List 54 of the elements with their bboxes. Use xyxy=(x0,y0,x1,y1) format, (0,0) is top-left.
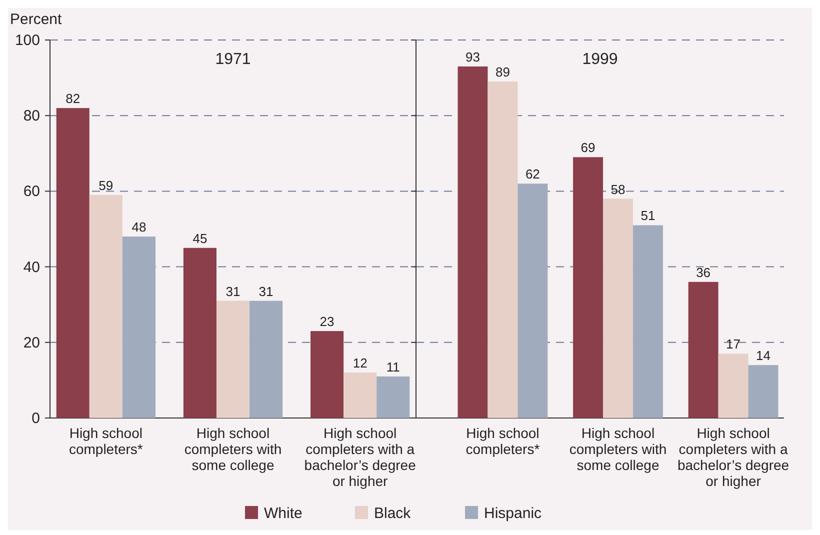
data-label: 23 xyxy=(320,314,334,330)
data-label: 14 xyxy=(756,348,770,364)
x-tick-label: High school completers* xyxy=(466,425,540,457)
x-tick-label: High school completers with some college xyxy=(569,425,667,473)
legend-label: Hispanic xyxy=(484,505,542,522)
bar xyxy=(376,376,410,418)
y-axis-title: Percent xyxy=(10,11,63,28)
y-tick-label: 60 xyxy=(23,183,40,200)
bar xyxy=(488,82,518,418)
bar xyxy=(122,236,156,418)
data-label: 69 xyxy=(580,140,596,156)
y-tick-label: 80 xyxy=(23,108,40,125)
y-tick-label: 40 xyxy=(23,258,40,276)
data-label: 82 xyxy=(66,91,80,106)
text: 1999 xyxy=(582,51,618,68)
bar xyxy=(344,372,377,418)
bar xyxy=(632,225,663,418)
data-label: 62 xyxy=(525,166,540,182)
data-label: 11 xyxy=(386,359,400,374)
x-tick-label: High school completers* xyxy=(68,425,144,457)
data-label: 45 xyxy=(192,230,208,246)
x-tick-label: High school completers with some college xyxy=(184,425,282,473)
data-label: 89 xyxy=(495,64,510,80)
data-label: 31 xyxy=(258,284,274,299)
x-tick-label: High school completers with a bachelor’s degree or higher xyxy=(677,425,790,489)
bar xyxy=(89,194,122,418)
data-label: 51 xyxy=(640,208,656,224)
data-label: 17 xyxy=(726,336,741,352)
data-label: 36 xyxy=(696,264,711,280)
bar xyxy=(603,198,633,418)
text: 1971 xyxy=(215,51,251,68)
y-tick-label: 0 xyxy=(32,410,40,427)
bar xyxy=(688,282,718,418)
x-tick-label: High school completers with a bachelor’s degree or higher xyxy=(304,425,416,489)
bar xyxy=(518,184,548,418)
data-label: 59 xyxy=(98,178,114,193)
data-label: 31 xyxy=(226,284,240,299)
data-label: 58 xyxy=(610,182,626,197)
legend-label: White xyxy=(264,505,302,522)
bar xyxy=(573,157,604,418)
bar xyxy=(310,331,344,418)
legend-label: Black xyxy=(374,505,412,522)
data-label: 12 xyxy=(352,356,368,371)
bar xyxy=(718,354,748,418)
y-tick-label: 20 xyxy=(23,334,40,352)
data-label: 48 xyxy=(132,220,146,235)
y-tick-label: 100 xyxy=(14,32,40,49)
bar xyxy=(748,365,778,418)
data-label: 93 xyxy=(466,49,480,64)
bar xyxy=(216,300,250,418)
bar xyxy=(458,66,488,418)
bar xyxy=(183,248,216,418)
bar xyxy=(250,300,283,418)
bar xyxy=(56,108,90,418)
